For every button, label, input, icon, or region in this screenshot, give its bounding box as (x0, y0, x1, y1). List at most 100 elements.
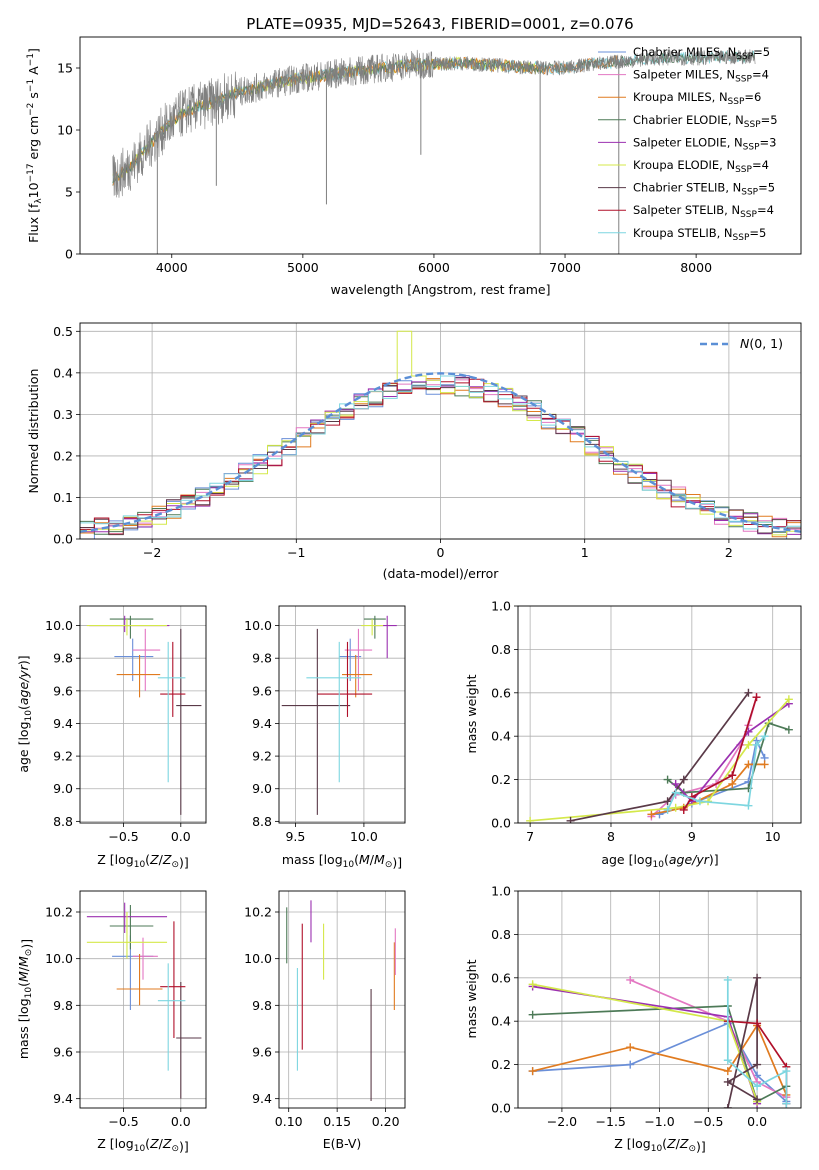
x-tick-label: 0.10 (275, 1114, 303, 1129)
x-tick-label: 4000 (156, 260, 188, 275)
mass-vs-Z-ylabel: mass [log10(M/M⊙)] (16, 939, 34, 1059)
age-vs-Z-ylabel: age [log10(age/yr)] (16, 655, 34, 772)
weight-marker-kroupa_elodie (528, 980, 537, 989)
legend-label-salpeter_elodie: Salpeter ELODIE, NSSP=3 (633, 135, 776, 152)
y-tick-label: 9.8 (53, 651, 73, 666)
spectrum-axes: 4000 5000 6000 7000 8000 0 5 10 15 (57, 61, 712, 276)
errorbar-kroupa_stelib (157, 963, 186, 1071)
legend-label-salpeter_stelib: Salpeter STELIB, NSSP=4 (633, 203, 774, 220)
weight-marker-chabrier_elodie (784, 725, 793, 734)
y-tick-label: 0.4 (491, 1014, 511, 1029)
residuals-frame (79, 322, 802, 540)
x-tick-label: 2 (725, 545, 733, 560)
weight-marker-kroupa_stelib (782, 1067, 791, 1076)
weight-marker-kroupa_elodie (526, 816, 535, 823)
errorbar-salpeter_stelib (160, 641, 186, 717)
x-tick-label: 10 (765, 829, 781, 844)
y-tick-label: 1.0 (491, 884, 511, 899)
y-tick-label: 0.6 (491, 970, 511, 985)
weight-marker-chabrier_stelib (753, 1095, 762, 1104)
x-tick-label: 9.5 (285, 829, 305, 844)
y-tick-label: 0.2 (491, 772, 511, 787)
y-tick-label: 0.4 (491, 729, 511, 744)
weight-marker-chabrier_stelib (679, 775, 688, 784)
mass_vs_Z-axes: −0.5 0.0 9.4 9.6 9.8 10.0 10.2 (45, 891, 206, 1129)
weight-line-chabrier_stelib (570, 692, 750, 822)
errorbar-chabrier_elodie (363, 615, 386, 639)
legend-label-kroupa_elodie: Kroupa ELODIE, NSSP=4 (633, 158, 769, 175)
age_vs_mass-axes: 9.5 10.0 8.8 9.0 9.2 9.4 9.6 9.8 10.0 (244, 606, 405, 844)
errorbar-salpeter_stelib (317, 641, 373, 717)
age_vs_mass-plot-area (281, 615, 397, 815)
spectrum-xlabel: wavelength [Angstrom, rest frame] (330, 282, 550, 297)
y-tick-label: 1.0 (491, 599, 511, 614)
errorbar-salpeter_miles (132, 937, 158, 980)
observed-spectrum (112, 49, 756, 198)
weight-marker-salpeter_stelib (728, 771, 737, 780)
errorbar-salpeter_miles (132, 628, 161, 691)
age_vs_Z-plot-area (86, 615, 202, 815)
mass_vs_ebv-axes: 0.10 0.15 0.20 9.4 9.6 9.8 10.0 10.2 (244, 891, 405, 1129)
weight-marker-salpeter_miles (626, 975, 635, 984)
weight-marker-kroupa_elodie (671, 803, 680, 812)
x-tick-label: 8 (607, 829, 615, 844)
weight-vs-age-xlabel: age [log10(age/yr)] (601, 852, 718, 870)
y-tick-label: 0.3 (53, 407, 73, 422)
weight-marker-kroupa_elodie (744, 740, 753, 749)
weight-line-kroupa_stelib (666, 735, 766, 811)
weight-marker-kroupa_miles (728, 779, 737, 788)
weight-vs-age-ylabel: mass weight (464, 674, 479, 753)
legend-label-kroupa_miles: Kroupa MILES, NSSP=6 (633, 90, 761, 107)
y-tick-label: 0.4 (53, 365, 73, 380)
weight-marker-kroupa_stelib (723, 975, 732, 984)
y-tick-label: 10.0 (45, 618, 73, 633)
weight_vs_Z-frame (517, 890, 802, 1109)
histogram-kroupa_stelib (80, 375, 801, 530)
weight-marker-chabrier_stelib (566, 816, 575, 823)
weight-marker-kroupa_miles (760, 760, 769, 769)
weight-marker-chabrier_elodie (528, 1010, 537, 1019)
weight-marker-kroupa_stelib (753, 1082, 762, 1091)
y-tick-label: 0.5 (53, 324, 73, 339)
weight-marker-kroupa_miles (744, 760, 753, 769)
y-tick-label: 10.0 (244, 618, 272, 633)
residuals-xlabel: (data-model)/error (383, 566, 500, 581)
legend-gauss-label: N(0, 1) (740, 336, 783, 351)
legend-label-chabrier_elodie: Chabrier ELODIE, NSSP=5 (633, 113, 778, 130)
mass-vs-ebv-xlabel: E(B-V) (323, 1136, 362, 1151)
weight_vs_Z-plot-area (528, 973, 791, 1108)
y-tick-label: 9.2 (53, 749, 73, 764)
y-tick-label: 0.8 (491, 927, 511, 942)
y-tick-label: 9.4 (252, 1091, 272, 1106)
weight-line-salpeter_elodie (532, 985, 758, 1104)
weight-marker-kroupa_stelib (760, 732, 769, 741)
errorbar-chabrier_stelib (176, 982, 202, 1099)
weight-marker-chabrier_elodie (663, 775, 672, 784)
errorbar-kroupa_elodie (361, 619, 384, 636)
x-tick-label: −0.5 (108, 1114, 138, 1129)
spectrum-ylabel: Flux [fλ10−17 erg cm−2 s−1 A−1] (26, 48, 44, 243)
legend-label-chabrier_miles: Chabrier MILES, NSSP=5 (633, 45, 770, 62)
errorbar-kroupa_miles (116, 654, 161, 698)
errorbar-kroupa_elodie (86, 619, 168, 636)
weight-marker-kroupa_stelib (663, 805, 672, 814)
y-tick-label: 15 (57, 61, 73, 76)
weight-marker-salpeter_stelib (753, 1019, 762, 1028)
weight-line-salpeter_elodie (675, 702, 790, 803)
y-tick-label: 9.6 (252, 1045, 272, 1060)
x-tick-label: −1.0 (644, 1114, 674, 1129)
weight-line-kroupa_elodie (532, 983, 758, 1102)
y-tick-label: 8.8 (252, 814, 272, 829)
weight-marker-chabrier_stelib (753, 1060, 762, 1069)
y-tick-label: 9.0 (53, 781, 73, 796)
errorbar-kroupa_stelib (306, 641, 362, 783)
age-vs-mass-xlabel: mass [log10(M/M⊙)] (282, 852, 402, 870)
x-tick-label: 10.0 (350, 829, 378, 844)
x-tick-label: −1 (287, 545, 305, 560)
age-vs-Z-xlabel: Z [log10(Z/Z⊙)] (97, 852, 189, 870)
age_vs_Z-axes: −0.5 0.0 8.8 9.0 9.2 9.4 9.6 9.8 10.0 (45, 606, 206, 844)
weight-marker-kroupa_stelib (752, 740, 761, 749)
x-tick-label: 8000 (680, 260, 712, 275)
x-tick-label: 0.0 (747, 1114, 767, 1129)
y-tick-label: 0.2 (491, 1057, 511, 1072)
